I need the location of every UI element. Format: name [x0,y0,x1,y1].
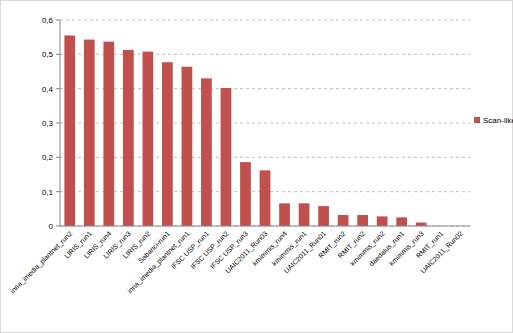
bar [279,203,290,226]
grid-line [60,226,470,227]
bar [240,162,251,226]
grid-line [60,157,470,158]
x-axis [60,226,470,227]
bar [299,203,310,226]
bar [377,216,388,226]
grid-line [60,54,470,55]
legend-swatch [474,117,480,123]
chart: 0 0,1 0,2 0,3 0,4 0,5 0,6 inria_imedia_plantnet… [0,0,513,333]
bar [84,40,95,226]
tick-mark [56,123,60,124]
bar [357,215,368,226]
tick-mark [56,20,60,21]
bars [64,35,426,226]
bar [162,62,173,226]
bar [396,217,407,226]
legend-label: Scan-like [483,116,513,125]
bar [416,223,427,226]
tick-mark [56,157,60,158]
grid-line [60,20,470,21]
bar [221,88,232,226]
category-label: UAIC2011_Run02 [419,230,465,276]
bar [260,170,271,226]
bar [338,215,349,226]
bar [103,42,114,226]
bar [201,78,212,226]
tick-label: 0,2 [42,153,54,162]
bar [182,67,193,226]
grid-line [60,123,470,124]
tick-label: 0,3 [42,119,54,128]
tick-label: 0,1 [42,188,54,197]
tick-mark [56,226,60,227]
bar [142,52,153,226]
bar [123,50,134,226]
y-axis [60,20,61,226]
category-label: inria_imedia_plantnet_run2 [9,230,74,295]
bar [64,35,75,226]
tick-label: 0,4 [42,85,54,94]
tick-label: 0 [49,222,54,231]
tick-label: 0,5 [42,50,54,59]
tick-mark [56,88,60,89]
tick-mark [56,54,60,55]
tick-mark [56,191,60,192]
bar [318,206,329,226]
grid-line [60,88,470,89]
tick-label: 0,6 [42,16,54,25]
chart-frame [1,1,513,333]
